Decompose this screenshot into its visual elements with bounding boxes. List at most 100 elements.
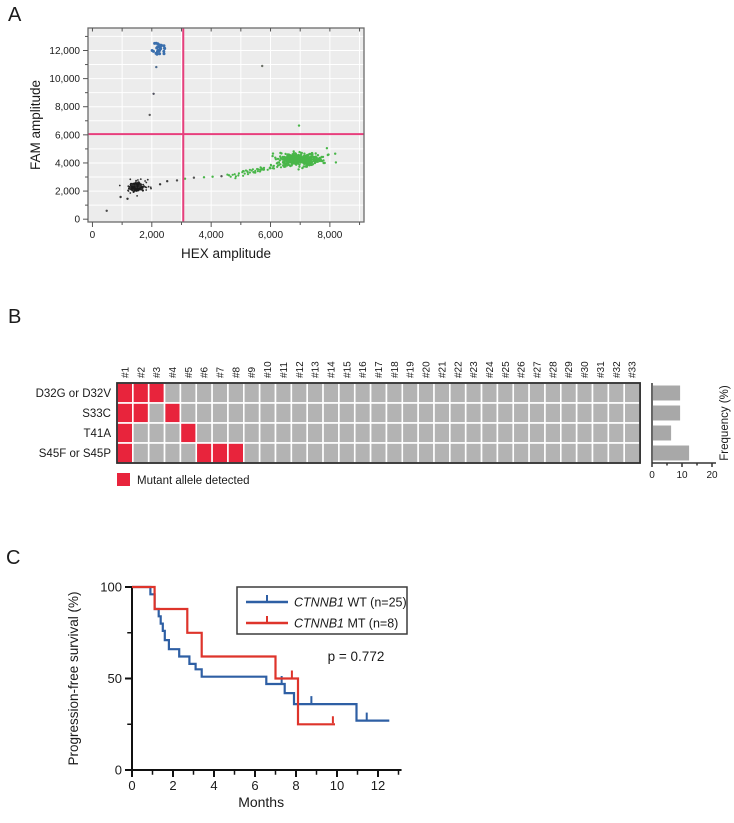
droplet <box>306 158 309 161</box>
matrix-cell <box>464 382 483 404</box>
y-tick-label: 4,000 <box>55 158 80 169</box>
sample-column-label: #17 <box>374 361 385 378</box>
x-tick-label: 0 <box>128 778 135 793</box>
matrix-cell <box>306 422 324 444</box>
droplet <box>237 172 240 175</box>
matrix-cell <box>528 442 546 464</box>
droplet <box>284 159 287 162</box>
droplet <box>326 153 329 157</box>
droplet <box>157 43 161 47</box>
droplet <box>127 190 130 192</box>
matrix-cell <box>227 442 245 464</box>
droplet <box>211 175 214 178</box>
droplet <box>279 155 282 158</box>
droplet <box>297 168 300 171</box>
matrix-cell <box>607 442 625 464</box>
km-curve-wt <box>132 585 390 722</box>
droplet <box>298 165 301 168</box>
legend-swatch-mutant <box>117 473 130 486</box>
frequency-tick-label: 10 <box>676 470 688 481</box>
matrix-cell <box>147 402 166 424</box>
droplet <box>310 161 313 164</box>
sample-column-label: #32 <box>612 361 623 378</box>
matrix-cell <box>132 382 150 404</box>
droplet <box>289 164 292 168</box>
matrix-cell <box>449 422 467 444</box>
droplet <box>298 155 302 158</box>
matrix-cell <box>274 382 293 404</box>
mutation-row-label: T41A <box>84 428 112 440</box>
droplet <box>248 171 251 174</box>
matrix-cell <box>195 382 213 404</box>
droplet <box>278 159 282 162</box>
droplet <box>313 159 316 162</box>
km-curve-mt <box>132 585 335 726</box>
matrix-cell <box>433 382 451 404</box>
matrix-cell <box>211 442 229 464</box>
matrix-cell <box>369 422 388 444</box>
droplet <box>334 161 338 164</box>
matrix-cell <box>559 402 578 424</box>
droplet <box>234 177 237 180</box>
droplet <box>202 176 206 179</box>
matrix-cell <box>290 402 309 424</box>
droplet <box>276 165 279 168</box>
droplet <box>323 161 326 165</box>
droplet <box>301 160 305 164</box>
droplet <box>292 156 295 159</box>
matrix-cell <box>591 402 610 424</box>
droplet <box>192 176 196 179</box>
droplet <box>305 156 309 159</box>
matrix-cell <box>338 422 356 444</box>
droplet <box>162 49 166 53</box>
matrix-cell <box>512 382 530 404</box>
droplet <box>132 187 136 190</box>
matrix-cell <box>274 442 293 464</box>
droplet <box>137 179 139 181</box>
matrix-cell <box>163 402 182 424</box>
x-tick-label: 8,000 <box>317 230 342 241</box>
plot-background <box>88 28 364 222</box>
grid-lines <box>88 28 364 222</box>
matrix-cell <box>623 402 641 424</box>
matrix-cell <box>195 402 213 424</box>
cluster-fam-positive-mutant-droplets <box>150 41 167 56</box>
droplet <box>286 161 289 164</box>
matrix-cell <box>179 382 198 404</box>
matrix-cell <box>179 422 198 444</box>
droplet <box>246 171 249 174</box>
droplet <box>315 159 318 162</box>
droplet <box>314 155 317 158</box>
droplet <box>220 175 223 178</box>
matrix-cell <box>480 382 499 404</box>
km-axes <box>125 586 402 777</box>
droplet <box>290 162 293 165</box>
matrix-cell <box>353 422 372 444</box>
droplet <box>310 151 314 155</box>
droplet <box>271 154 274 158</box>
matrix-cell <box>623 382 641 404</box>
mutation-row-label: S45F or S45P <box>39 448 112 460</box>
sample-column-label: #1 <box>120 366 131 378</box>
droplet <box>152 92 155 96</box>
matrix-cell <box>385 382 404 404</box>
droplet <box>140 183 143 186</box>
matrix-cell <box>464 402 483 424</box>
sample-column-label: #21 <box>437 361 448 378</box>
droplet <box>118 184 121 187</box>
droplet <box>296 162 300 165</box>
droplet <box>308 152 312 156</box>
matrix-cell <box>322 382 340 404</box>
ddpcr-scatter-plot: 0 2,000 4,000 6,000 8,000 0 2,000 4,000 6,000 8,0… <box>28 27 365 261</box>
matrix-cell <box>480 442 499 464</box>
matrix-cell <box>338 442 356 464</box>
matrix-cell <box>243 382 261 404</box>
threshold-crosshair <box>88 28 364 222</box>
matrix-cell <box>496 442 515 464</box>
droplet <box>227 174 231 177</box>
isolated-droplets <box>105 64 337 212</box>
droplet <box>319 158 322 161</box>
droplet <box>129 178 132 181</box>
droplet <box>155 46 159 50</box>
droplet <box>155 52 159 56</box>
